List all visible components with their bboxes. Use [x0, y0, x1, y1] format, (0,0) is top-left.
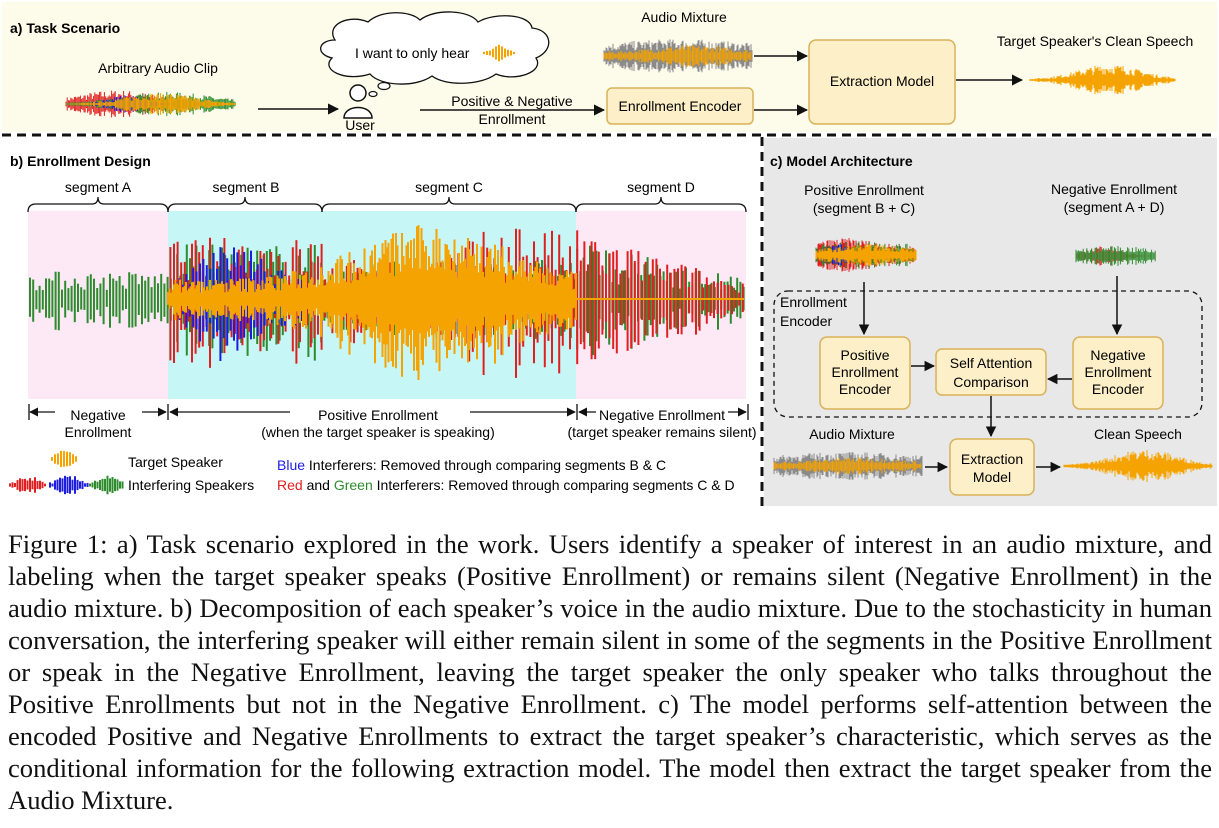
note-blue-word: Blue: [277, 457, 305, 473]
user-icon: [343, 84, 373, 119]
note-blue: Blue Interferers: Removed through compar…: [277, 457, 666, 473]
clean-speech-waveform: [1063, 449, 1213, 483]
figure-diagram: a) Task Scenario Arbitrary Audio Clip I …: [2, 2, 1217, 508]
audio-mixture-waveform: [603, 39, 753, 73]
legend-interfering-label: Interfering Speakers: [128, 477, 254, 493]
extraction-model-label-a: Extraction Model: [830, 73, 934, 89]
positive-enrollment-label-1: Positive Enrollment: [318, 407, 438, 423]
negative-enrollment-right-range: [578, 404, 749, 420]
target-clean-label: Target Speaker's Clean Speech: [997, 33, 1193, 49]
negative-encoder-label-3: Encoder: [1092, 381, 1144, 397]
pos-neg-label-1: Positive & Negative: [451, 93, 573, 109]
thought-bubble-tiny: [368, 90, 378, 98]
note-blue-rest: Interferers: Removed through comparing s…: [305, 457, 666, 473]
note-red-word: Red: [277, 477, 303, 493]
pos-neg-label-2: Enrollment: [479, 111, 546, 127]
thought-text: I want to only hear: [355, 45, 470, 61]
legend-target-label: Target Speaker: [128, 454, 223, 470]
segment-braces: [27, 196, 747, 213]
segment-a-label: segment A: [65, 179, 132, 195]
negative-encoder-label-2: Enrollment: [1085, 364, 1152, 380]
self-attention-label-1: Self Attention: [950, 355, 1033, 371]
segment-brace: [321, 196, 577, 213]
panel-c-title: c) Model Architecture: [770, 153, 913, 169]
audio-mixture-label-a: Audio Mixture: [641, 9, 727, 25]
negative-enrollment-right-1: Negative Enrollment: [599, 407, 725, 423]
positive-encoder-box: [819, 336, 911, 410]
negative-enrollment-left-1: Negative: [70, 407, 125, 423]
panel-b-title: b) Enrollment Design: [10, 153, 151, 169]
positive-encoder-label-3: Encoder: [839, 381, 891, 397]
clean-speech-label-c: Clean Speech: [1094, 426, 1182, 442]
extraction-model-box-c: [949, 438, 1035, 496]
enrollment-encoder-group-label-1: Enrollment: [780, 294, 847, 310]
self-attention-box: [935, 348, 1047, 396]
neg-enrollment-title-2: (segment A + D): [1064, 199, 1165, 215]
pos-enrollment-title-2: (segment B + C): [813, 200, 915, 216]
extraction-model-label-c-1: Extraction: [961, 451, 1023, 467]
segment-brace: [167, 196, 323, 213]
positive-enrollment-label-2: (when the target speaker is speaking): [261, 424, 494, 440]
enrollment-encoder-box: [606, 87, 754, 125]
figure-caption: Figure 1: a) Task scenario explored in t…: [8, 529, 1212, 815]
neg-enrollment-title-1: Negative Enrollment: [1051, 181, 1177, 197]
target-clean-waveform: [1029, 65, 1176, 95]
positive-enrollment-range: [167, 404, 578, 420]
self-attention-label-2: Comparison: [953, 374, 1028, 390]
note-green-word: Green: [334, 477, 373, 493]
negative-enrollment-left-range: [28, 404, 167, 420]
negative-enrollment-right-2: (target speaker remains silent): [567, 424, 756, 440]
positive-encoder-label-2: Enrollment: [832, 364, 899, 380]
legend-target-icon: [51, 450, 77, 468]
arbitrary-clip-label: Arbitrary Audio Clip: [98, 60, 218, 76]
extraction-model-box-a: [808, 39, 956, 125]
panel-a-title: a) Task Scenario: [10, 20, 120, 36]
segment-d-label: segment D: [627, 179, 695, 195]
enrollment-encoder-dashed-box: [773, 290, 1203, 418]
target-speaker-icon: [483, 44, 515, 62]
positive-enrollment-waveform: [815, 238, 917, 272]
legend-interfering-icon: [9, 475, 124, 495]
pos-enrollment-title-1: Positive Enrollment: [804, 182, 924, 198]
enrollment-encoder-label: Enrollment Encoder: [619, 98, 742, 114]
arbitrary-clip-waveform: [65, 90, 236, 118]
user-label: User: [345, 117, 375, 133]
negative-enrollment-left-2: Enrollment: [65, 424, 132, 440]
thought-cloud: [320, 11, 550, 85]
enrollment-encoder-group-label-2: Encoder: [780, 313, 832, 329]
audio-mixture-waveform-c: [773, 452, 923, 480]
segment-c-label: segment C: [415, 179, 483, 195]
decomposed-waveform: [29, 225, 745, 381]
negative-enrollment-waveform: [1075, 246, 1156, 266]
thought-bubble-small: [377, 81, 391, 91]
positive-encoder-label-1: Positive: [840, 347, 889, 363]
audio-mixture-label-c: Audio Mixture: [809, 426, 895, 442]
note-red-green: Red and Green Interferers: Removed throu…: [277, 477, 735, 493]
extraction-model-label-c-2: Model: [973, 469, 1011, 485]
negative-encoder-label-1: Negative: [1090, 347, 1145, 363]
segment-brace: [27, 196, 169, 213]
note-red-green-rest: Interferers: Removed through comparing s…: [373, 477, 735, 493]
segment-b-label: segment B: [213, 179, 280, 195]
segment-brace: [575, 196, 747, 213]
negative-encoder-box: [1072, 336, 1164, 410]
note-and-word: and: [303, 477, 334, 493]
